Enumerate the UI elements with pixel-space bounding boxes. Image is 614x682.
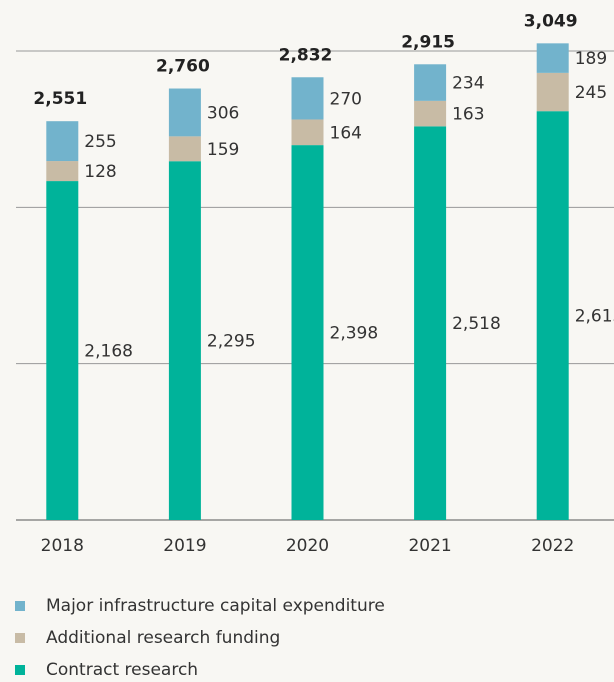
legend-label: Contract research <box>46 660 198 680</box>
value-label: 163 <box>452 105 484 125</box>
bar-segment <box>414 64 447 101</box>
bar-segment <box>168 136 201 162</box>
total-label: 3,049 <box>524 11 578 31</box>
value-label: 306 <box>207 103 239 123</box>
value-label: 2,168 <box>84 342 133 362</box>
total-label: 2,915 <box>401 32 455 52</box>
bar-segment <box>291 119 324 146</box>
total-label: 2,551 <box>33 89 87 109</box>
total-label: 2,760 <box>156 57 210 77</box>
x-tick-label: 2022 <box>531 536 574 556</box>
bar-segment <box>291 145 324 520</box>
bar-segment <box>168 161 201 520</box>
value-label: 2,295 <box>207 332 256 352</box>
total-label: 2,832 <box>279 45 333 65</box>
value-label: 270 <box>330 89 362 109</box>
bar-segment <box>46 161 79 182</box>
bar-segment <box>168 88 201 137</box>
value-label: 2,615 <box>575 307 614 327</box>
x-tick-label: 2021 <box>408 536 451 556</box>
value-label: 128 <box>84 162 116 182</box>
value-label: 159 <box>207 140 239 160</box>
value-label: 255 <box>84 132 116 152</box>
value-label: 245 <box>575 83 607 103</box>
bar-segment <box>414 100 447 127</box>
value-label: 234 <box>452 74 484 94</box>
value-label: 2,398 <box>330 324 379 344</box>
legend-label: Additional research funding <box>46 628 280 648</box>
bar-segment <box>536 111 569 521</box>
legend-swatch <box>15 601 25 611</box>
legend-label: Major infrastructure capital expenditure <box>46 596 385 616</box>
bar-segment <box>414 126 447 521</box>
value-label: 2,518 <box>452 314 501 334</box>
legend-swatch <box>15 633 25 643</box>
bar-segment <box>46 121 79 162</box>
value-label: 164 <box>330 123 362 143</box>
bar-segment <box>291 77 324 120</box>
bar-segment <box>46 181 79 520</box>
value-label: 189 <box>575 49 607 69</box>
bar-segment <box>536 72 569 112</box>
x-tick-label: 2019 <box>163 536 206 556</box>
x-tick-label: 2018 <box>41 536 84 556</box>
x-tick-label: 2020 <box>286 536 329 556</box>
legend-swatch <box>15 665 25 675</box>
bar-segment <box>536 43 569 73</box>
